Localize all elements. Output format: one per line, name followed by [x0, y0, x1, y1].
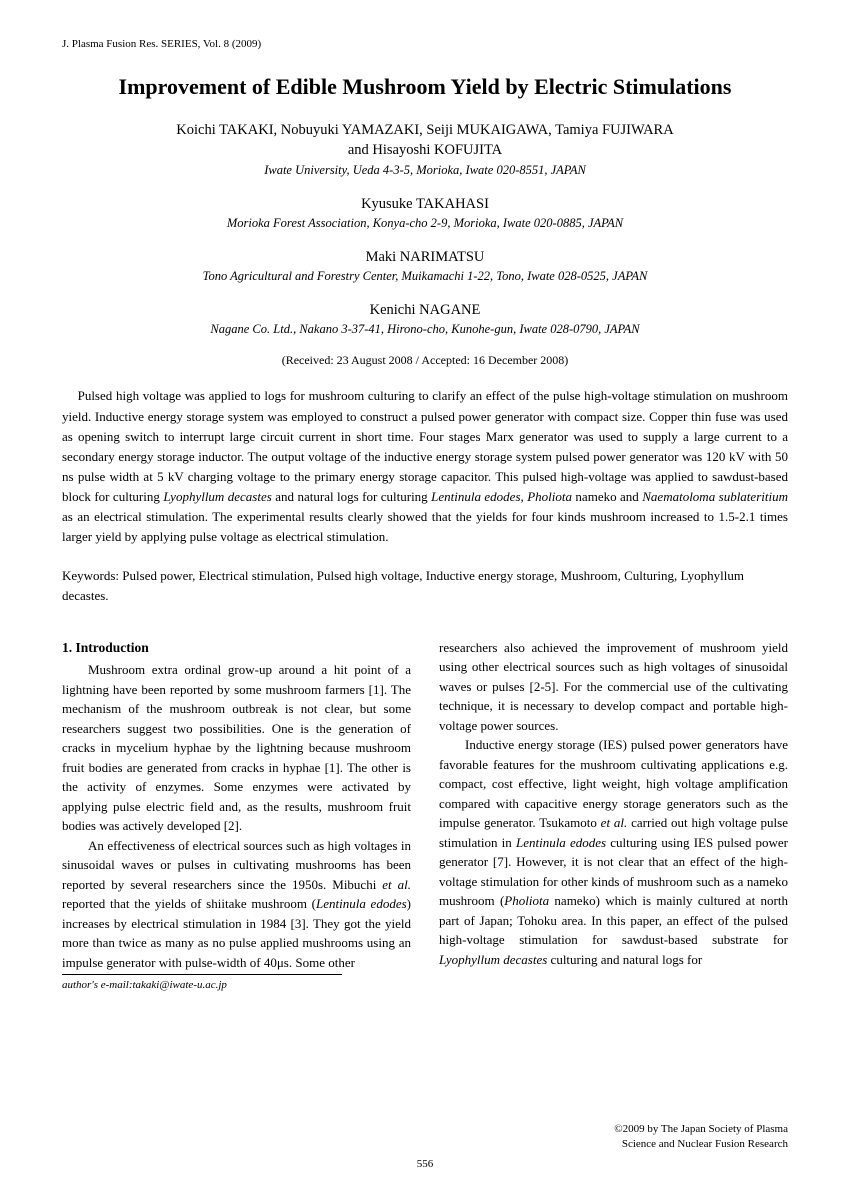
journal-header: J. Plasma Fusion Res. SERIES, Vol. 8 (20…	[62, 38, 788, 50]
authors: Koichi TAKAKI, Nobuyuki YAMAZAKI, Seiji …	[62, 120, 788, 140]
paragraph: Inductive energy storage (IES) pulsed po…	[439, 735, 788, 969]
keywords: Keywords: Pulsed power, Electrical stimu…	[62, 566, 788, 606]
authors: Maki NARIMATSU	[62, 247, 788, 267]
paragraph: Mushroom extra ordinal grow-up around a …	[62, 660, 411, 836]
author-block-4: Kenichi NAGANE Nagane Co. Ltd., Nakano 3…	[62, 300, 788, 337]
abstract-text: as an electrical stimulation. The experi…	[62, 509, 788, 544]
species-name: Pholiota	[504, 893, 549, 908]
abstract: Pulsed high voltage was applied to logs …	[62, 386, 788, 547]
author-block-1: Koichi TAKAKI, Nobuyuki YAMAZAKI, Seiji …	[62, 120, 788, 178]
affiliation: Morioka Forest Association, Konya-cho 2-…	[62, 216, 788, 231]
authors: Kenichi NAGANE	[62, 300, 788, 320]
abstract-text: and natural logs for culturing	[272, 489, 431, 504]
affiliation: Iwate University, Ueda 4-3-5, Morioka, I…	[62, 163, 788, 178]
abstract-text: Pulsed high voltage was applied to logs …	[62, 388, 788, 504]
body-text: reported that the yields of shiitake mus…	[62, 896, 316, 911]
species-name: Naematoloma sublateritium	[642, 489, 788, 504]
page-number: 556	[62, 1158, 788, 1170]
author-email: author's e-mail:takaki@iwate-u.ac.jp	[62, 977, 411, 994]
species-name: Lentinula edodes	[516, 835, 606, 850]
received-accepted-dates: (Received: 23 August 2008 / Accepted: 16…	[62, 353, 788, 368]
copyright: ©2009 by The Japan Society of Plasma Sci…	[62, 1122, 788, 1152]
species-name: Lyophyllum decastes	[439, 952, 547, 967]
et-al: et al.	[601, 815, 628, 830]
copyright-line: ©2009 by The Japan Society of Plasma	[614, 1123, 788, 1135]
body-text: An effectiveness of electrical sources s…	[62, 838, 411, 892]
species-name: Lentinula edodes	[316, 896, 407, 911]
species-name: Lentinula edodes, Pholiota	[431, 489, 572, 504]
authors: Kyusuke TAKAHASI	[62, 194, 788, 214]
species-name: Lyophyllum decastes	[163, 489, 271, 504]
paragraph: An effectiveness of electrical sources s…	[62, 836, 411, 973]
copyright-line: Science and Nuclear Fusion Research	[622, 1138, 788, 1150]
section-heading: 1. Introduction	[62, 638, 411, 658]
authors: and Hisayoshi KOFUJITA	[62, 140, 788, 160]
body-text: culturing and natural logs for	[547, 952, 702, 967]
affiliation: Tono Agricultural and Forestry Center, M…	[62, 269, 788, 284]
affiliation: Nagane Co. Ltd., Nakano 3-37-41, Hirono-…	[62, 322, 788, 337]
paragraph: researchers also achieved the improvemen…	[439, 638, 788, 736]
column-left: 1. Introduction Mushroom extra ordinal g…	[62, 638, 411, 994]
paper-title: Improvement of Edible Mushroom Yield by …	[62, 74, 788, 100]
footnote-rule	[62, 974, 342, 975]
author-block-2: Kyusuke TAKAHASI Morioka Forest Associat…	[62, 194, 788, 231]
et-al: et al.	[382, 877, 411, 892]
author-block-3: Maki NARIMATSU Tono Agricultural and For…	[62, 247, 788, 284]
two-column-body: 1. Introduction Mushroom extra ordinal g…	[62, 638, 788, 994]
abstract-text: nameko and	[572, 489, 642, 504]
column-right: researchers also achieved the improvemen…	[439, 638, 788, 994]
page-footer: ©2009 by The Japan Society of Plasma Sci…	[62, 1122, 788, 1170]
